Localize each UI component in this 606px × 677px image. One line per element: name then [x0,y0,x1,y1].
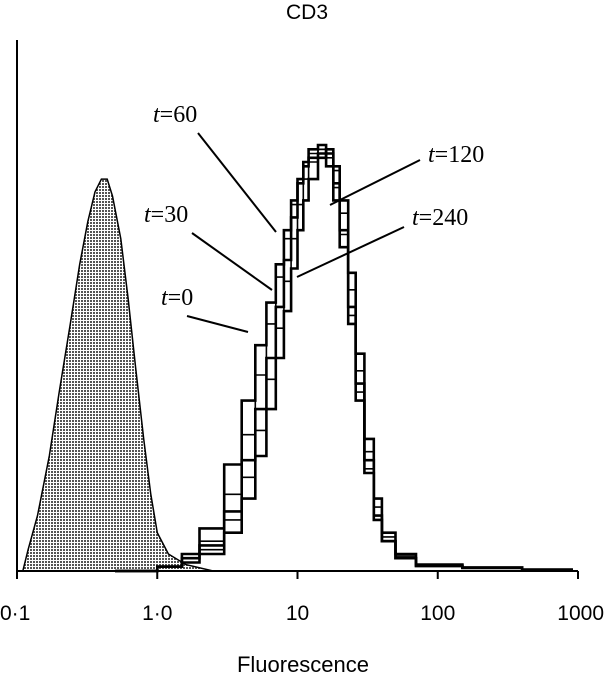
annotation-label: t=30 [144,202,188,228]
annotation-leader-line [197,132,277,233]
x-tick-label: 0·1 [0,602,30,625]
x-tick-label: 1000 [557,602,604,625]
series-line-t-240 [115,148,573,573]
control-histogram [21,178,214,572]
annotation-leader-line [296,226,405,278]
plot-area [21,143,573,573]
x-tick-label: 100 [420,602,455,625]
x-axis-label: Fluorescence [237,652,369,677]
annotation-leader-line [191,232,273,291]
annotation-leader-line [329,159,421,206]
x-tick-label: 10 [286,602,309,625]
annotation-label: t=120 [428,142,484,168]
x-tick-label: 1·0 [142,602,172,625]
annotation-label: t=60 [153,102,197,128]
chart-title: CD3 [286,1,328,24]
x-axis-ticks: 0·1 1·0 10 100 1000 [0,571,604,625]
annotation-leader-line [186,315,249,333]
annotation-label: t=240 [412,205,468,231]
annotation-label: t=0 [161,285,193,311]
annotations: t=60 t=120 t=30 t=240 t=0 [144,102,484,333]
